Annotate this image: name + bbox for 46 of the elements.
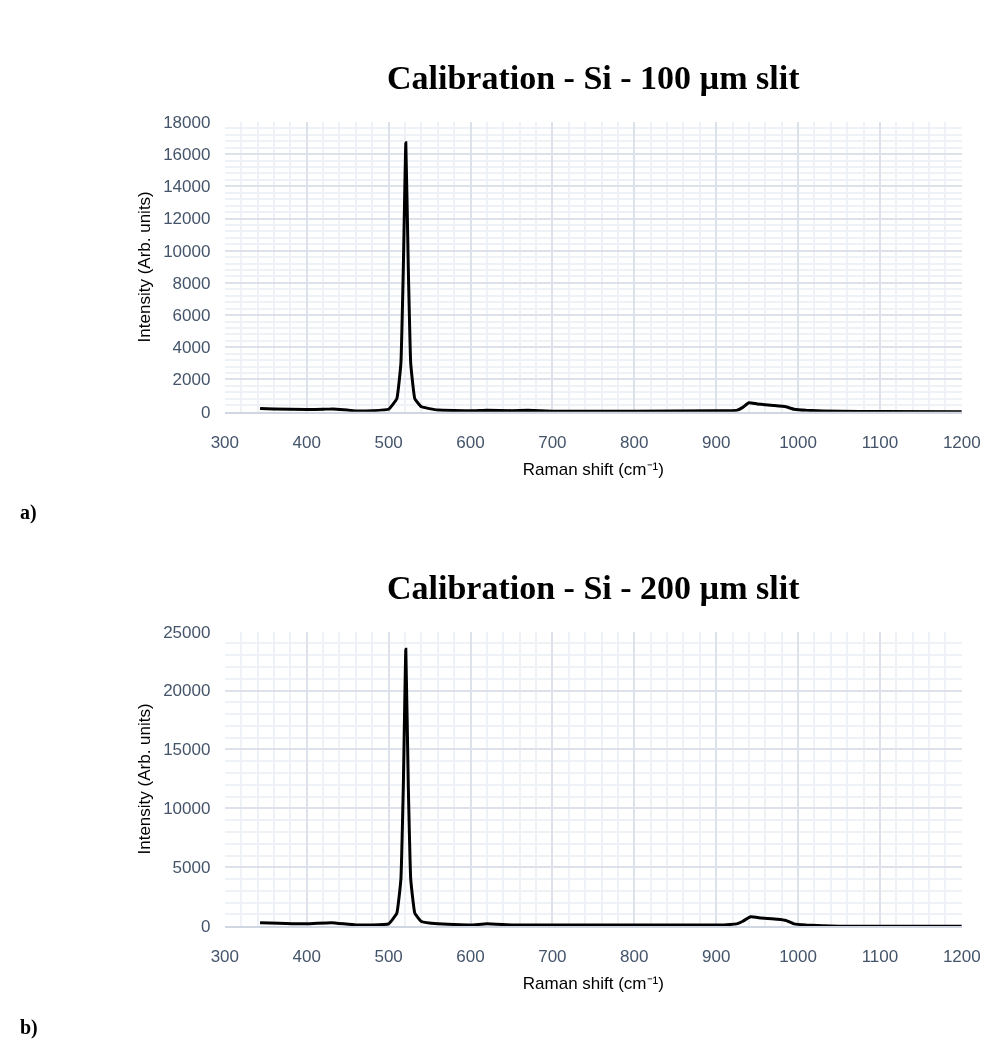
x-tick-label: 900 xyxy=(701,947,731,967)
x-tick-label: 500 xyxy=(374,947,403,967)
x-tick-label: 500 xyxy=(374,432,403,452)
y-axis-title: Intensity (Arb. units) xyxy=(134,703,154,855)
x-tick-label: 1100 xyxy=(861,432,899,452)
x-axis-title: Raman shift (cm⁻¹) xyxy=(522,974,664,994)
line-series xyxy=(258,647,962,927)
x-tick-label: 1100 xyxy=(861,947,899,967)
text: a) xyxy=(20,501,37,524)
y-tick-label: 20000 xyxy=(163,681,211,701)
x-tick-label: 1200 xyxy=(942,432,981,452)
y-tick-label: 5000 xyxy=(172,858,211,878)
x-tick-label: 800 xyxy=(620,432,649,452)
chart-title: Calibration - Si - 200 µm slit xyxy=(387,569,801,606)
x-tick-label: 300 xyxy=(210,947,240,967)
y-tick-label: 12000 xyxy=(163,209,211,229)
y-tick-label: 15000 xyxy=(163,740,211,760)
x-tick-label: 300 xyxy=(210,432,240,452)
y-tick-label: 18000 xyxy=(163,112,211,132)
x-tick-label: 900 xyxy=(701,432,731,452)
y-tick-label: 10000 xyxy=(163,799,211,819)
chart-title: Calibration - Si - 100 µm slit xyxy=(387,59,801,96)
line-series xyxy=(258,141,962,412)
y-tick-label: 14000 xyxy=(163,177,211,197)
x-tick-label: 1200 xyxy=(942,947,981,967)
x-tick-label: 800 xyxy=(620,947,649,967)
x-tick-label: 1000 xyxy=(779,432,817,452)
y-tick-label: 6000 xyxy=(172,306,211,326)
y-tick-label: 10000 xyxy=(163,241,211,261)
x-axis-title: Raman shift (cm⁻¹) xyxy=(522,459,664,479)
y-tick-label: 4000 xyxy=(172,338,211,358)
text: b) xyxy=(20,1016,38,1039)
x-tick-label: 400 xyxy=(292,432,321,452)
x-tick-label: 400 xyxy=(292,947,321,967)
x-tick-label: 700 xyxy=(538,432,567,452)
y-tick-label: 16000 xyxy=(163,145,211,165)
y-axis-title: Intensity (Arb. units) xyxy=(134,191,154,343)
x-tick-label: 600 xyxy=(456,947,485,967)
y-tick-label: 25000 xyxy=(163,622,211,642)
y-tick-label: 0 xyxy=(200,917,211,937)
x-tick-label: 1000 xyxy=(779,947,817,967)
y-tick-label: 0 xyxy=(200,402,211,422)
y-tick-label: 2000 xyxy=(172,370,211,390)
x-tick-label: 600 xyxy=(456,432,485,452)
y-tick-label: 8000 xyxy=(172,273,211,293)
x-tick-label: 700 xyxy=(538,947,567,967)
